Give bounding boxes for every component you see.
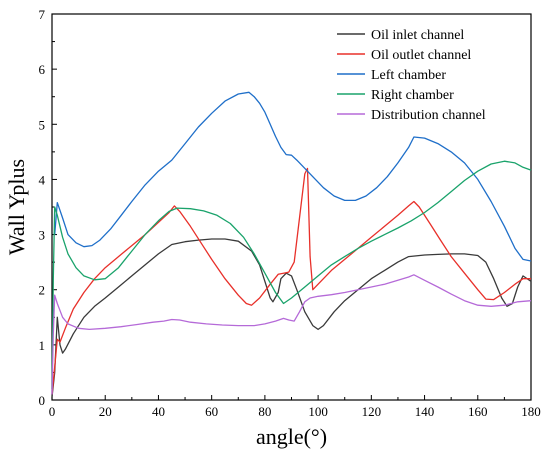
x-tick-label: 100 bbox=[308, 404, 328, 419]
y-tick-label: 1 bbox=[39, 338, 46, 353]
x-tick-label: 120 bbox=[362, 404, 382, 419]
legend-label: Left chamber bbox=[371, 68, 446, 83]
y-tick-label: 2 bbox=[39, 283, 46, 298]
x-tick-label: 180 bbox=[521, 404, 541, 419]
y-tick-label: 0 bbox=[39, 393, 46, 408]
series-line-oil-inlet-channel bbox=[51, 238, 532, 398]
series-line-left-chamber bbox=[54, 91, 532, 262]
series-lines bbox=[51, 91, 532, 398]
x-tick-label: 0 bbox=[49, 404, 56, 419]
series-line-distribution-channel bbox=[51, 274, 532, 395]
y-tick-label: 3 bbox=[39, 228, 46, 243]
plot-frame bbox=[51, 13, 532, 401]
x-tick-label: 60 bbox=[205, 404, 218, 419]
y-axis-title: Wall Yplus bbox=[4, 159, 29, 255]
series-line-right-chamber bbox=[51, 160, 532, 390]
axis-tick-labels: 0 20 40 60 80 100 120 140 160 180 0 1 2 3 4 5 6 7 bbox=[39, 7, 541, 419]
legend-label: Right chamber bbox=[371, 88, 454, 103]
y-tick-label: 6 bbox=[39, 62, 46, 77]
x-tick-label: 140 bbox=[415, 404, 435, 419]
y-tick-label: 7 bbox=[39, 7, 46, 22]
x-axis-title: angle(°) bbox=[256, 424, 327, 449]
legend: Oil inlet channel Oil outlet channel Left … bbox=[337, 28, 486, 123]
x-tick-label: 80 bbox=[258, 404, 271, 419]
y-tick-label: 5 bbox=[39, 117, 46, 132]
x-tick-label: 160 bbox=[468, 404, 488, 419]
legend-label: Distribution channel bbox=[371, 108, 486, 123]
x-tick-label: 20 bbox=[99, 404, 112, 419]
x-tick-label: 40 bbox=[152, 404, 165, 419]
legend-label: Oil inlet channel bbox=[371, 28, 464, 43]
y-tick-label: 4 bbox=[39, 172, 46, 187]
legend-label: Oil outlet channel bbox=[371, 48, 471, 63]
series-line-oil-outlet-channel bbox=[51, 167, 531, 395]
axis-ticks bbox=[51, 13, 532, 401]
